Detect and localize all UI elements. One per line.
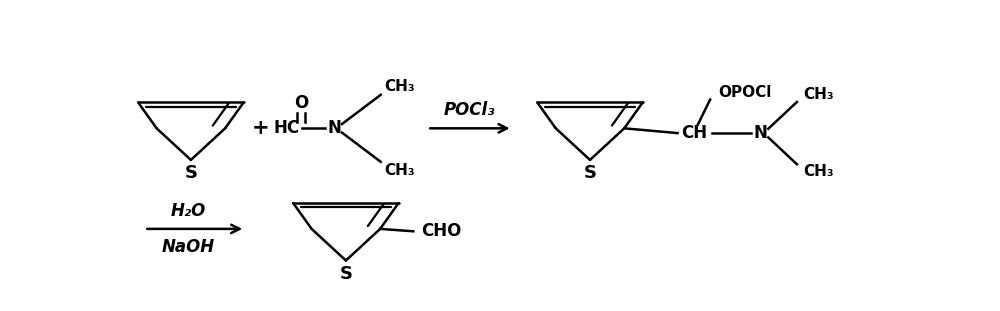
Text: N: N (754, 124, 767, 142)
Text: S: S (584, 164, 596, 182)
Text: +: + (252, 118, 269, 138)
Text: CH₃: CH₃ (803, 87, 834, 102)
Text: CH₃: CH₃ (803, 164, 834, 179)
Text: CH: CH (682, 124, 708, 142)
Text: OPOCl: OPOCl (718, 85, 771, 100)
Text: S: S (339, 265, 352, 283)
Text: NaOH: NaOH (162, 238, 215, 256)
Text: O: O (294, 94, 308, 112)
Text: HC: HC (273, 119, 299, 137)
Text: CH₃: CH₃ (385, 79, 415, 94)
Text: H₂O: H₂O (171, 202, 206, 220)
Text: CH₃: CH₃ (385, 163, 415, 178)
Text: POCl₃: POCl₃ (444, 101, 496, 119)
Text: CHO: CHO (421, 222, 461, 240)
Text: N: N (327, 119, 341, 137)
Text: S: S (184, 164, 197, 182)
